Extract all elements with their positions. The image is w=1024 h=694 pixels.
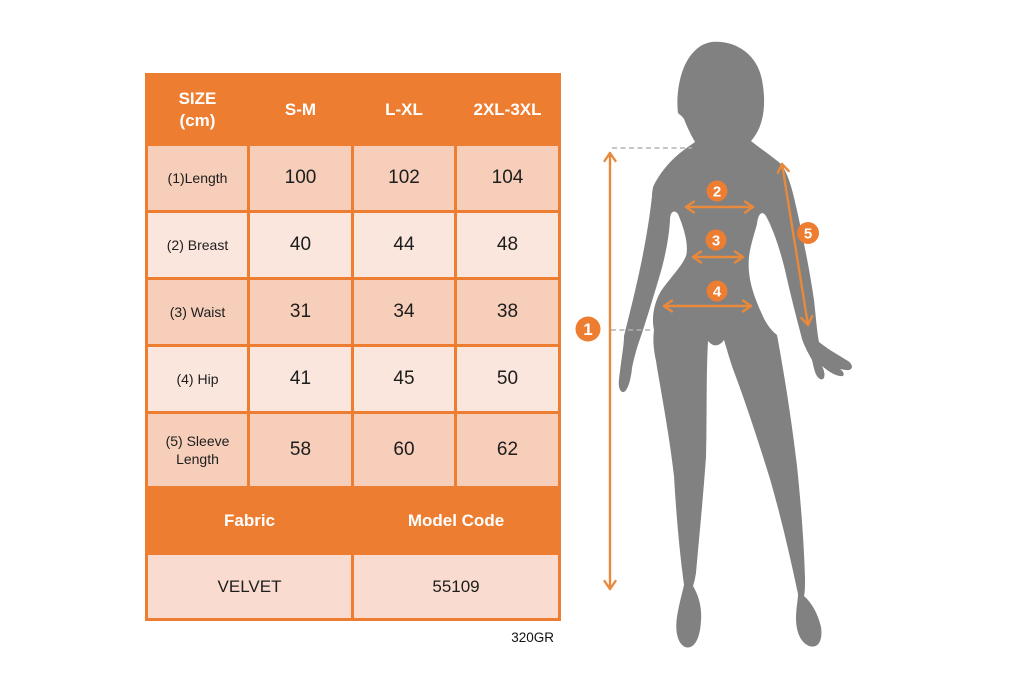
badge-3-number: 3	[712, 233, 720, 250]
woman-silhouette-image	[618, 41, 852, 648]
badge-4-circle	[706, 280, 728, 302]
table-footer-header-row: Fabric Model Code	[145, 486, 561, 555]
badge-5-circle	[797, 222, 819, 244]
fabric-header: Fabric	[145, 486, 354, 555]
col-header-2xl-3xl: 2XL-3XL	[454, 73, 561, 146]
measure-badge-1: 1	[575, 316, 601, 342]
hip-s-m: 41	[247, 344, 354, 414]
size-header-line1: SIZE	[178, 89, 217, 109]
col-header-s-m: S-M	[247, 73, 354, 146]
badge-1-number: 1	[583, 320, 592, 339]
badge-2-circle	[706, 180, 728, 202]
measurement-figure: 1 2 3 4 5	[575, 41, 852, 648]
weight-note: 320GR	[511, 630, 554, 645]
table-header-row: SIZE (cm) S-M L-XL 2XL-3XL	[145, 73, 561, 146]
model-code-value: 55109	[351, 552, 561, 621]
measure-badge-5: 5	[797, 222, 819, 244]
badge-5-number: 5	[804, 226, 812, 243]
table-row-breast: (2) Breast 40 44 48	[145, 210, 561, 280]
waist-2xl-3xl: 38	[454, 277, 561, 347]
row-label-sleeve: (5) Sleeve Length	[145, 411, 250, 489]
sleeve-s-m: 58	[247, 411, 354, 489]
breast-s-m: 40	[247, 210, 354, 280]
badge-3-circle	[705, 229, 727, 251]
breast-2xl-3xl: 48	[454, 210, 561, 280]
length-2xl-3xl: 104	[454, 143, 561, 213]
table-footer-value-row: VELVET 55109	[145, 552, 561, 621]
row-label-breast: (2) Breast	[145, 210, 250, 280]
table-row-waist: (3) Waist 31 34 38	[145, 277, 561, 347]
sleeve-l-xl: 60	[351, 411, 457, 489]
measure-badge-2: 2	[706, 180, 728, 202]
badge-1-circle	[575, 316, 601, 342]
model-code-header: Model Code	[351, 486, 561, 555]
waist-l-xl: 34	[351, 277, 457, 347]
measure-badge-4: 4	[706, 280, 728, 302]
row-label-hip: (4) Hip	[145, 344, 250, 414]
hip-l-xl: 45	[351, 344, 457, 414]
length-l-xl: 102	[351, 143, 457, 213]
table-row-hip: (4) Hip 41 45 50	[145, 344, 561, 414]
col-header-l-xl: L-XL	[351, 73, 457, 146]
table-row-length: (1)Length 100 102 104	[145, 143, 561, 213]
breast-l-xl: 44	[351, 210, 457, 280]
badge-2-number: 2	[713, 184, 721, 201]
col-header-size-cm: SIZE (cm)	[145, 73, 250, 146]
sleeve-2xl-3xl: 62	[454, 411, 561, 489]
size-header-line2: (cm)	[179, 110, 216, 130]
row-label-length: (1)Length	[145, 143, 250, 213]
table-row-sleeve-length: (5) Sleeve Length 58 60 62	[145, 411, 561, 489]
row-label-waist: (3) Waist	[145, 277, 250, 347]
waist-s-m: 31	[247, 277, 354, 347]
measure-badge-3: 3	[705, 229, 727, 251]
fabric-value: VELVET	[145, 552, 354, 621]
sleeve-arrow	[776, 162, 814, 327]
hip-2xl-3xl: 50	[454, 344, 561, 414]
length-s-m: 100	[247, 143, 354, 213]
badge-4-number: 4	[713, 284, 722, 301]
size-chart-table: SIZE (cm) S-M L-XL 2XL-3XL (1)Length 100…	[145, 73, 561, 621]
